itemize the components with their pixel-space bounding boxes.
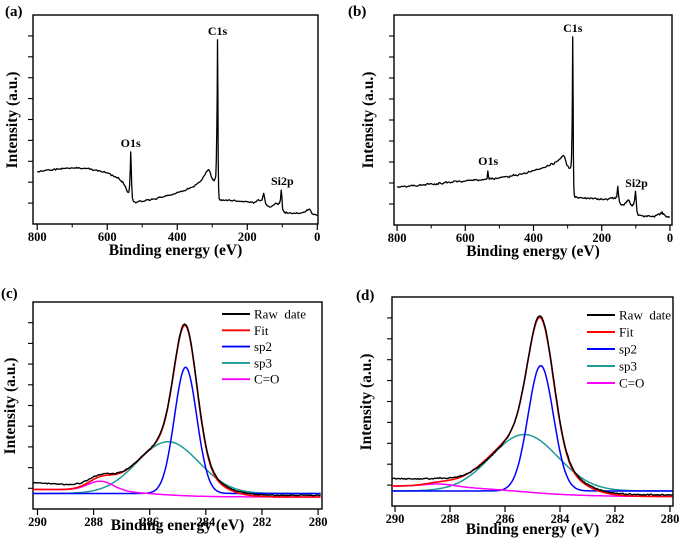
x-tick-label: 290 <box>28 515 47 529</box>
panel-d-y-axis-title: Intensity (a.u.) <box>358 353 375 451</box>
legend-label: sp3 <box>619 359 637 374</box>
x-tick-label: 600 <box>98 230 117 244</box>
x-tick-label: 284 <box>551 512 571 526</box>
peak-annotation-c1s: C1s <box>208 24 228 38</box>
panel-a-x-axis-title: Binding energy (eV) <box>108 242 243 259</box>
peak-annotation-si2p: Si2p <box>625 176 648 190</box>
curve-sp2 <box>33 366 321 495</box>
survey-curve <box>37 39 318 217</box>
curve-raw-data <box>391 315 673 497</box>
panel-c-x-axis-title: Binding energy (eV) <box>110 517 245 534</box>
panel-a-chart: 800 600 400 200 0 O1s C1s Si2p <box>28 14 320 244</box>
panel-c-label: (c) <box>1 286 18 302</box>
legend-label: Raw date <box>619 308 671 323</box>
panel-d-label: (d) <box>356 288 375 304</box>
panel-a-y-axis-title: Intensity (a.u.) <box>4 71 21 169</box>
x-tick-label: 280 <box>309 515 328 529</box>
panel-b-y-axis-title: Intensity (a.u.) <box>360 71 377 169</box>
peak-annotation-o1s: O1s <box>478 154 498 168</box>
legend-label: C=O <box>619 376 644 391</box>
legend-label: sp2 <box>619 342 637 357</box>
x-tick-label: 286 <box>140 515 159 529</box>
panel-b-label: (b) <box>348 4 367 20</box>
legend-label: sp3 <box>254 355 272 370</box>
legend-label: C=O <box>254 372 279 387</box>
peak-annotation-si2p: Si2p <box>271 174 294 188</box>
survey-curve <box>396 36 670 218</box>
legend-label: Fit <box>254 323 269 338</box>
x-tick-label: 800 <box>28 230 47 244</box>
curve-sp2 <box>392 364 673 492</box>
legend-label: Raw date <box>254 307 306 322</box>
panel-a-label: (a) <box>5 4 23 20</box>
curve-sp3 <box>33 440 321 495</box>
x-tick-label: 280 <box>661 512 680 526</box>
x-tick-label: 286 <box>496 512 515 526</box>
panel-b-chart: 800 600 400 200 0 O1s C1s Si2p <box>388 14 673 245</box>
x-tick-label: 200 <box>592 231 611 245</box>
x-tick-label: 288 <box>84 515 103 529</box>
legend-label: sp2 <box>254 339 272 354</box>
panel-d-x-axis-title: Binding energy (eV) <box>465 521 600 538</box>
x-tick-label: 400 <box>168 230 187 244</box>
x-tick-label: 282 <box>606 512 625 526</box>
panel-d-chart: 290 288 286 284 282 280 Raw date Fit sp2 sp3 C=O <box>386 296 680 526</box>
legend-label: Fit <box>619 325 634 340</box>
x-tick-label: 800 <box>388 231 407 245</box>
peak-annotation-c1s: C1s <box>563 21 583 35</box>
x-tick-label: 0 <box>667 231 673 245</box>
panel-c-y-axis-title: Intensity (a.u.) <box>2 357 19 455</box>
plot-frame <box>393 14 673 226</box>
x-tick-label: 288 <box>441 512 460 526</box>
plot-frame <box>32 14 319 225</box>
curve-raw-data <box>32 323 321 497</box>
x-tick-label: 282 <box>253 515 272 529</box>
panel-b-x-axis-title: Binding energy (eV) <box>466 243 600 260</box>
x-tick-label: 600 <box>456 231 475 245</box>
x-tick-label: 284 <box>196 515 216 529</box>
plot-frame <box>32 301 323 510</box>
x-tick-label: 200 <box>238 230 257 244</box>
peak-annotation-o1s: O1s <box>121 136 141 150</box>
x-tick-label: 400 <box>524 231 543 245</box>
x-tick-label: 0 <box>314 230 320 244</box>
x-tick-label: 290 <box>386 512 405 526</box>
